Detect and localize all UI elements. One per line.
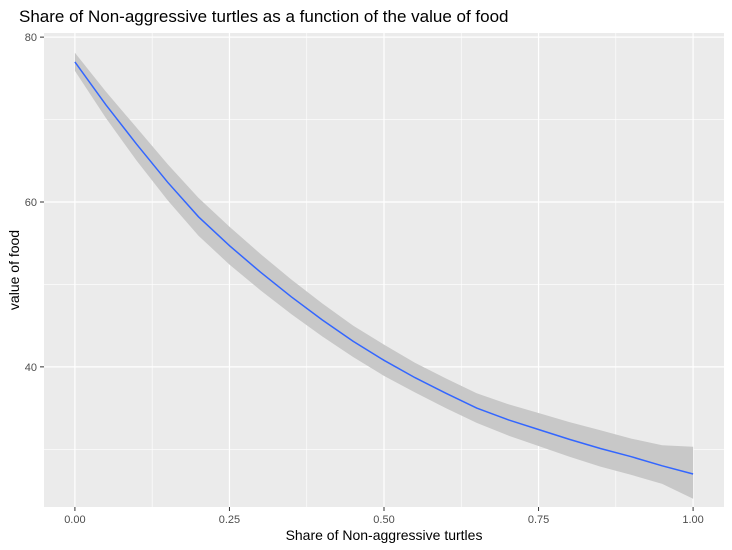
y-tick-label: 40: [25, 362, 37, 374]
x-axis-title: Share of Non-aggressive turtles: [286, 527, 483, 543]
x-tick-label: 0.25: [219, 514, 240, 526]
y-axis-title: value of food: [6, 230, 22, 310]
x-axis: 0.00 0.25 0.50 0.75 1.00: [64, 507, 704, 526]
x-tick-label: 0.50: [373, 514, 394, 526]
chart-title: Share of Non-aggressive turtles as a fun…: [19, 7, 509, 26]
confidence-band: [74, 52, 694, 499]
x-tick-label: 0.00: [64, 514, 85, 526]
x-tick-label: 0.75: [528, 514, 549, 526]
y-tick-label: 60: [25, 197, 37, 209]
y-axis: 40 60 80: [25, 32, 44, 374]
fitted-line: [74, 61, 694, 475]
x-tick-label: 1.00: [682, 514, 703, 526]
y-tick-label: 80: [25, 32, 37, 44]
